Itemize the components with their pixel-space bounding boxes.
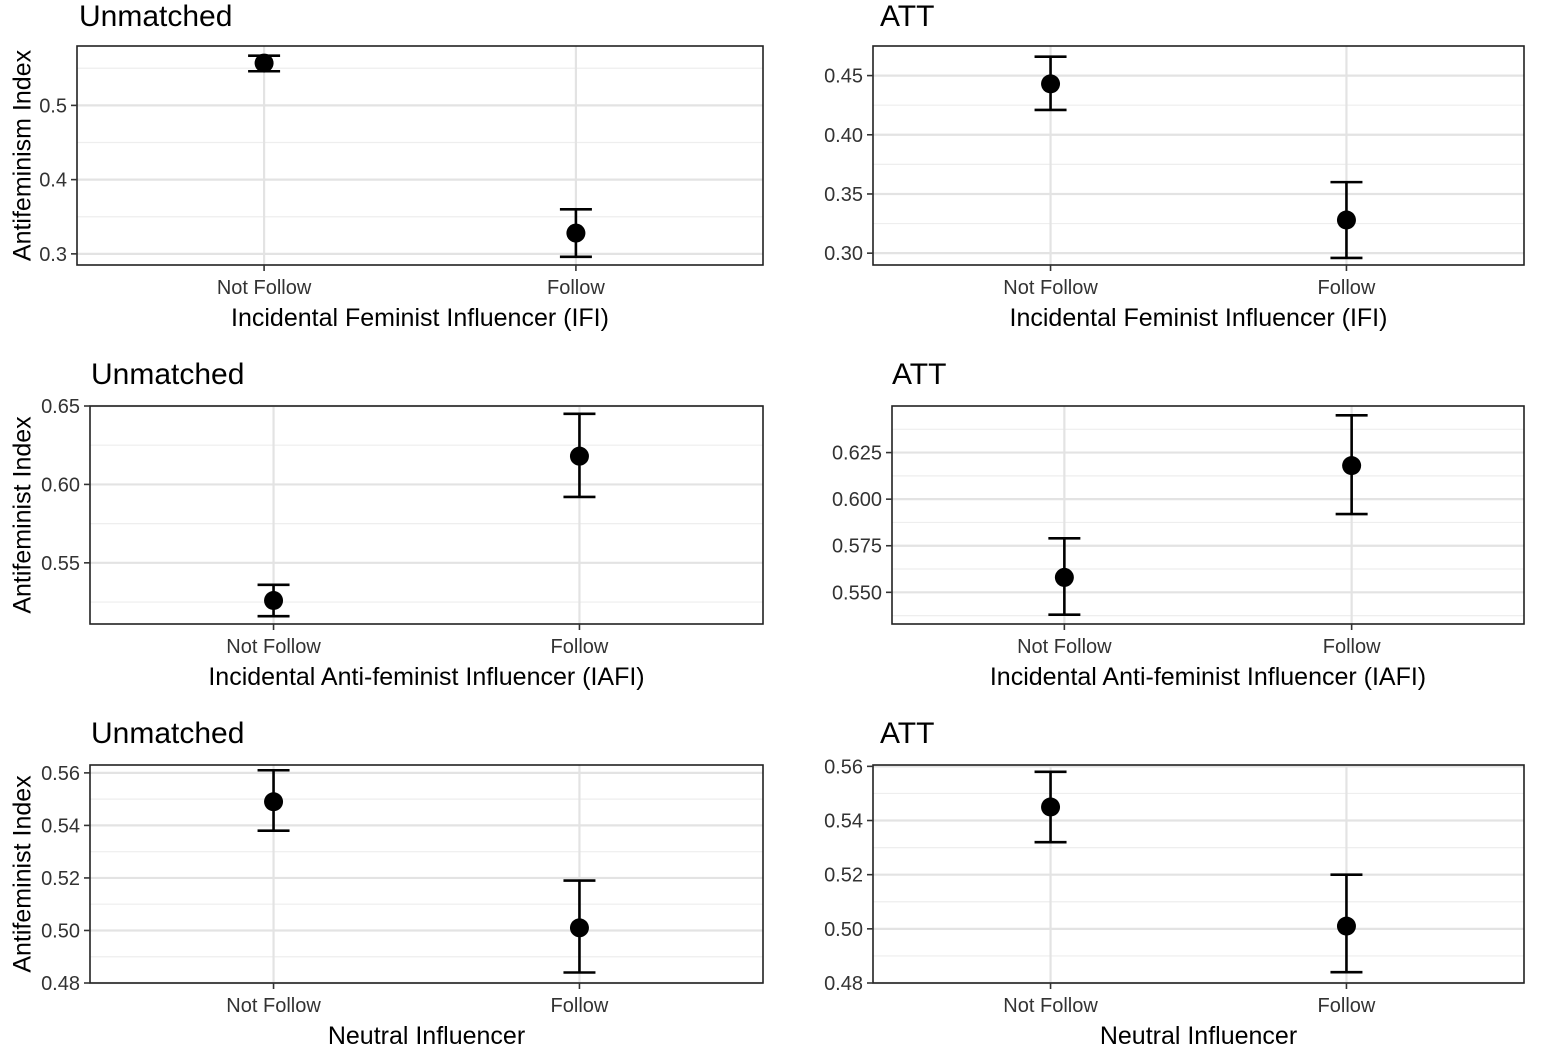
panel-frame (89, 764, 764, 984)
panel-title: Unmatched (79, 0, 232, 33)
point-estimate (1041, 74, 1061, 94)
y-tick-label: 0.50 (824, 919, 863, 941)
x-tick-label: Follow (1318, 277, 1376, 299)
y-axis-label: Antifeminist Index (9, 775, 37, 973)
x-tick-label: Not Follow (226, 995, 321, 1017)
y-tick-label: 0.54 (41, 815, 80, 837)
x-tick-label: Not Follow (226, 636, 321, 658)
x-tick-label: Follow (1318, 995, 1376, 1017)
panel-3: 0.55 0.60 0.65 Not Follow Follow Unmatched Inc… (9, 358, 764, 691)
point-estimate (569, 446, 589, 466)
x-axis-label: Incidental Feminist Influencer (IFI) (1010, 304, 1388, 332)
x-axis-label: Incidental Anti-feminist Influencer (IAF… (990, 663, 1426, 691)
y-tick-label: 0.575 (832, 536, 882, 558)
x-tick-label: Follow (551, 995, 609, 1017)
panel-6: 0.48 0.50 0.52 0.54 0.56 Not Follow Follow ATT N… (824, 717, 1525, 1047)
y-tick-label: 0.35 (824, 184, 863, 206)
y-tick-label: 0.3 (39, 244, 67, 266)
y-tick-label: 0.48 (41, 973, 80, 995)
panel-title: ATT (880, 717, 934, 750)
panel-title: ATT (892, 358, 946, 391)
y-tick-label: 0.52 (824, 865, 863, 887)
panel-frame (76, 45, 764, 266)
y-tick-label: 0.5 (39, 95, 67, 117)
x-tick-label: Not Follow (1017, 636, 1112, 658)
panel-frame (891, 405, 1525, 625)
point-estimate (1336, 210, 1356, 230)
point-estimate (1054, 567, 1074, 587)
y-tick-label: 0.550 (832, 582, 882, 604)
panel-1: 0.3 0.4 0.5 Not Follow Follow Unmatched Incide… (9, 0, 764, 332)
y-tick-label: 0.625 (832, 443, 882, 465)
x-axis-label: Neutral Influencer (328, 1022, 525, 1047)
x-tick-label: Follow (1323, 636, 1381, 658)
y-tick-label: 0.54 (824, 811, 863, 833)
y-tick-label: 0.50 (41, 920, 80, 942)
x-axis-label: Neutral Influencer (1100, 1022, 1297, 1047)
panel-title: Unmatched (91, 358, 244, 391)
point-estimate (254, 53, 274, 73)
x-tick-label: Not Follow (1003, 995, 1098, 1017)
y-tick-label: 0.52 (41, 868, 80, 890)
y-tick-label: 0.56 (41, 763, 80, 785)
x-axis-label: Incidental Feminist Influencer (IFI) (231, 304, 609, 332)
x-axis-label: Incidental Anti-feminist Influencer (IAF… (208, 663, 644, 691)
panel-4: 0.550 0.575 0.600 0.625 Not Follow Follow ATT I… (832, 358, 1525, 691)
point-estimate (1342, 456, 1362, 476)
x-tick-label: Not Follow (217, 277, 312, 299)
x-tick-label: Not Follow (1003, 277, 1098, 299)
y-tick-label: 0.55 (41, 553, 80, 575)
x-tick-label: Follow (547, 277, 605, 299)
y-axis-label: Antifeminism Index (9, 49, 37, 261)
y-tick-label: 0.40 (824, 125, 863, 147)
panel-frame (89, 405, 764, 625)
point-estimate (1041, 797, 1061, 817)
y-tick-label: 0.30 (824, 243, 863, 265)
x-tick-label: Follow (551, 636, 609, 658)
y-tick-label: 0.48 (824, 973, 863, 995)
y-tick-label: 0.56 (824, 756, 863, 778)
panel-5: 0.48 0.50 0.52 0.54 0.56 Not Follow Follow Unma… (9, 717, 764, 1047)
y-tick-label: 0.600 (832, 489, 882, 511)
panel-title: ATT (880, 0, 934, 33)
panel-frame (872, 45, 1525, 266)
y-tick-label: 0.4 (39, 170, 67, 192)
y-tick-label: 0.45 (824, 66, 863, 88)
y-tick-label: 0.65 (41, 396, 80, 418)
point-estimate (264, 792, 284, 812)
point-estimate (569, 918, 589, 938)
y-tick-label: 0.60 (41, 474, 80, 496)
y-axis-label: Antifeminist Index (9, 416, 37, 614)
panel-2: 0.30 0.35 0.40 0.45 Not Follow Follow ATT Incid… (824, 0, 1525, 332)
point-estimate (566, 223, 586, 243)
point-estimate (264, 590, 284, 610)
point-estimate (1336, 916, 1356, 936)
panel-title: Unmatched (91, 717, 244, 750)
